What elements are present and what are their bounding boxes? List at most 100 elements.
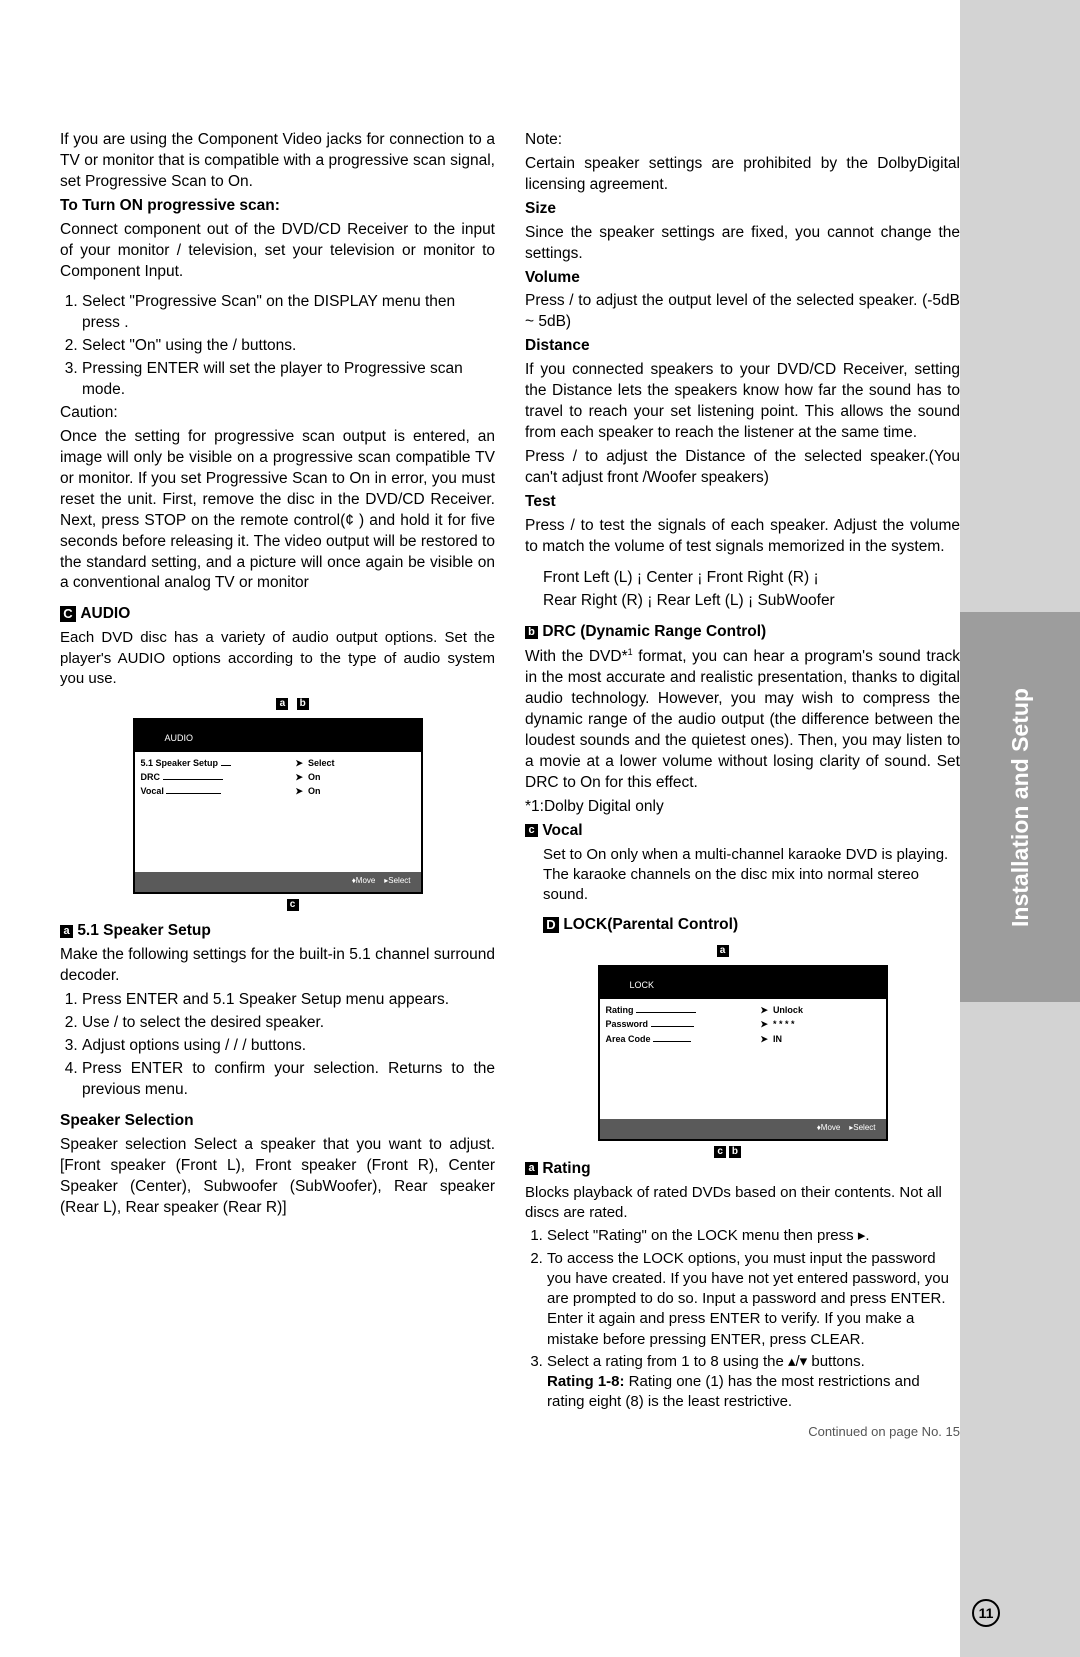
size-text: Since the speaker settings are fixed, yo… xyxy=(525,223,960,265)
speaker-selection-heading: Speaker Selection xyxy=(60,1111,495,1132)
ss-intro: Make the following settings for the buil… xyxy=(60,945,495,987)
audio-menu-row-2: DRC ➤ On xyxy=(141,770,415,784)
step-1: Select "Progressive Scan" on the DISPLAY… xyxy=(82,292,495,334)
lock-menu-callouts-bot: c b xyxy=(495,1145,960,1159)
continued-note: Continued on page No. 15 xyxy=(525,1423,960,1441)
progressive-steps: Select "Progressive Scan" on the DISPLAY… xyxy=(60,292,495,401)
left-column: If you are using the Component Video jac… xyxy=(60,130,495,1443)
rating-step-1: Select "Rating" on the LOCK menu then pr… xyxy=(547,1226,960,1246)
lock-menu-callouts-top: a xyxy=(485,939,960,960)
ss-step-3: Adjust options using / / / buttons. xyxy=(82,1036,495,1057)
audio-menu-box: AUDIO 5.1 Speaker Setup ➤ Select DRC ➤ O… xyxy=(133,718,423,894)
menu-item-label: Rating xyxy=(606,1004,761,1016)
vocal-text: Set to On only when a multi-channel kara… xyxy=(525,845,960,906)
ss-steps: Press ENTER and 5.1 Speaker Setup menu a… xyxy=(60,990,495,1101)
lock-menu-row-3: Area Code ➤ IN xyxy=(606,1032,880,1046)
sub-a-icon: a xyxy=(60,925,73,938)
rating-step-2: To access the LOCK options, you must inp… xyxy=(547,1249,960,1350)
callout-a-icon: a xyxy=(717,945,729,957)
audio-menu-callouts-top: a b xyxy=(90,692,495,713)
sub-a-icon: a xyxy=(525,1162,538,1175)
rating-heading: Rating xyxy=(542,1160,590,1177)
vocal-heading: Vocal xyxy=(542,822,582,839)
menu-item-value: ➤ * * * * xyxy=(760,1018,879,1030)
callout-b-icon: b xyxy=(297,698,309,710)
lock-menu-row-2: Password ➤ * * * * xyxy=(606,1017,880,1031)
lock-heading: LOCK(Parental Control) xyxy=(563,916,738,933)
progressive-heading: To Turn ON progressive scan: xyxy=(60,196,495,217)
ss-step-1: Press ENTER and 5.1 Speaker Setup menu a… xyxy=(82,990,495,1011)
note-label: Note: xyxy=(525,130,960,151)
ss-step-2: Use / to select the desired speaker. xyxy=(82,1013,495,1034)
test-heading: Test xyxy=(525,492,960,513)
menu-item-value: ➤ On xyxy=(295,785,414,797)
drc-heading-row: b DRC (Dynamic Range Control) xyxy=(525,622,960,643)
audio-menu-row-1: 5.1 Speaker Setup ➤ Select xyxy=(141,756,415,770)
rating-intro: Blocks playback of rated DVDs based on t… xyxy=(525,1183,960,1224)
section-c-icon: C xyxy=(60,606,76,622)
sub-c-icon: c xyxy=(525,824,538,837)
lock-menu-header: LOCK xyxy=(600,967,886,999)
distance-heading: Distance xyxy=(525,336,960,357)
rating-heading-row: a Rating xyxy=(525,1159,960,1180)
menu-item-value: ➤ On xyxy=(295,771,414,783)
drc-footnote: *1:Dolby Digital only xyxy=(525,797,960,818)
audio-menu-header: AUDIO xyxy=(135,720,421,752)
caution-text: Once the setting for progressive scan ou… xyxy=(60,427,495,594)
test-chain-1: Front Left (L) ¡ Center ¡ Front Right (R… xyxy=(525,568,960,589)
audio-menu-body: 5.1 Speaker Setup ➤ Select DRC ➤ On Voca… xyxy=(135,752,421,872)
rating-step-3: Select a rating from 1 to 8 using the ▴/… xyxy=(547,1352,960,1413)
speaker-selection-text: Speaker selection Select a speaker that … xyxy=(60,1135,495,1219)
menu-item-label: DRC xyxy=(141,771,296,783)
lock-heading-row: D LOCK(Parental Control) xyxy=(525,915,960,936)
menu-item-value: ➤ IN xyxy=(760,1033,879,1045)
ss-step-4: Press ENTER to confirm your selection. R… xyxy=(82,1059,495,1101)
distance-text: If you connected speakers to your DVD/CD… xyxy=(525,360,960,444)
audio-heading-text: AUDIO xyxy=(80,605,130,622)
test-chain-2: Rear Right (R) ¡ Rear Left (L) ¡ SubWoof… xyxy=(525,591,960,612)
note-text: Certain speaker settings are prohibited … xyxy=(525,154,960,196)
volume-heading: Volume xyxy=(525,268,960,289)
distance-text-2: Press / to adjust the Distance of the se… xyxy=(525,447,960,489)
audio-intro: Each DVD disc has a variety of audio out… xyxy=(60,628,495,689)
callout-a-icon: a xyxy=(276,698,288,710)
caution-label: Caution: xyxy=(60,403,495,424)
callout-b-icon: b xyxy=(729,1146,741,1158)
volume-text: Press / to adjust the output level of th… xyxy=(525,291,960,333)
step-3: Pressing ENTER will set the player to Pr… xyxy=(82,359,495,401)
side-tab: Installation and Setup xyxy=(960,612,1080,1002)
rating-steps: Select "Rating" on the LOCK menu then pr… xyxy=(525,1226,960,1412)
test-text: Press / to test the signals of each spea… xyxy=(525,516,960,558)
lock-menu-box: LOCK Rating ➤ Unlock Password ➤ * * * * … xyxy=(598,965,888,1141)
menu-item-label: Vocal xyxy=(141,785,296,797)
speaker-setup-heading: a 5.1 Speaker Setup xyxy=(60,921,495,942)
intro-text: If you are using the Component Video jac… xyxy=(60,130,495,193)
menu-item-label: Area Code xyxy=(606,1033,761,1045)
callout-c-icon: c xyxy=(287,899,299,911)
menu-item-value: ➤ Select xyxy=(295,757,414,769)
size-heading: Size xyxy=(525,199,960,220)
page-number: 11 xyxy=(972,1599,1000,1627)
audio-menu-footer: ♦Move ▸Select xyxy=(135,872,421,892)
content-area: If you are using the Component Video jac… xyxy=(60,130,960,1443)
drc-text: With the DVD*1 format, you can hear a pr… xyxy=(525,646,960,794)
right-column: Note: Certain speaker settings are prohi… xyxy=(525,130,960,1443)
progressive-body: Connect component out of the DVD/CD Rece… xyxy=(60,220,495,283)
lock-menu-row-1: Rating ➤ Unlock xyxy=(606,1003,880,1017)
lock-menu-footer: ♦Move ▸Select xyxy=(600,1119,886,1139)
menu-item-label: 5.1 Speaker Setup xyxy=(141,757,296,769)
drc-heading: DRC (Dynamic Range Control) xyxy=(542,623,766,640)
callout-c-icon: c xyxy=(714,1146,726,1158)
menu-item-label: Password xyxy=(606,1018,761,1030)
audio-section-heading: C AUDIO xyxy=(60,604,495,625)
step-2: Select "On" using the / buttons. xyxy=(82,336,495,357)
manual-page: Installation and Setup If you are using … xyxy=(0,0,1080,1657)
vocal-heading-row: c Vocal xyxy=(525,821,960,842)
side-tab-text: Installation and Setup xyxy=(1007,688,1034,927)
lock-menu-body: Rating ➤ Unlock Password ➤ * * * * Area … xyxy=(600,999,886,1119)
ss-heading-text: 5.1 Speaker Setup xyxy=(77,922,211,939)
sub-b-icon: b xyxy=(525,626,538,639)
section-d-icon: D xyxy=(543,917,559,933)
audio-menu-callouts-bot: c xyxy=(90,898,495,912)
menu-item-value: ➤ Unlock xyxy=(760,1004,879,1016)
